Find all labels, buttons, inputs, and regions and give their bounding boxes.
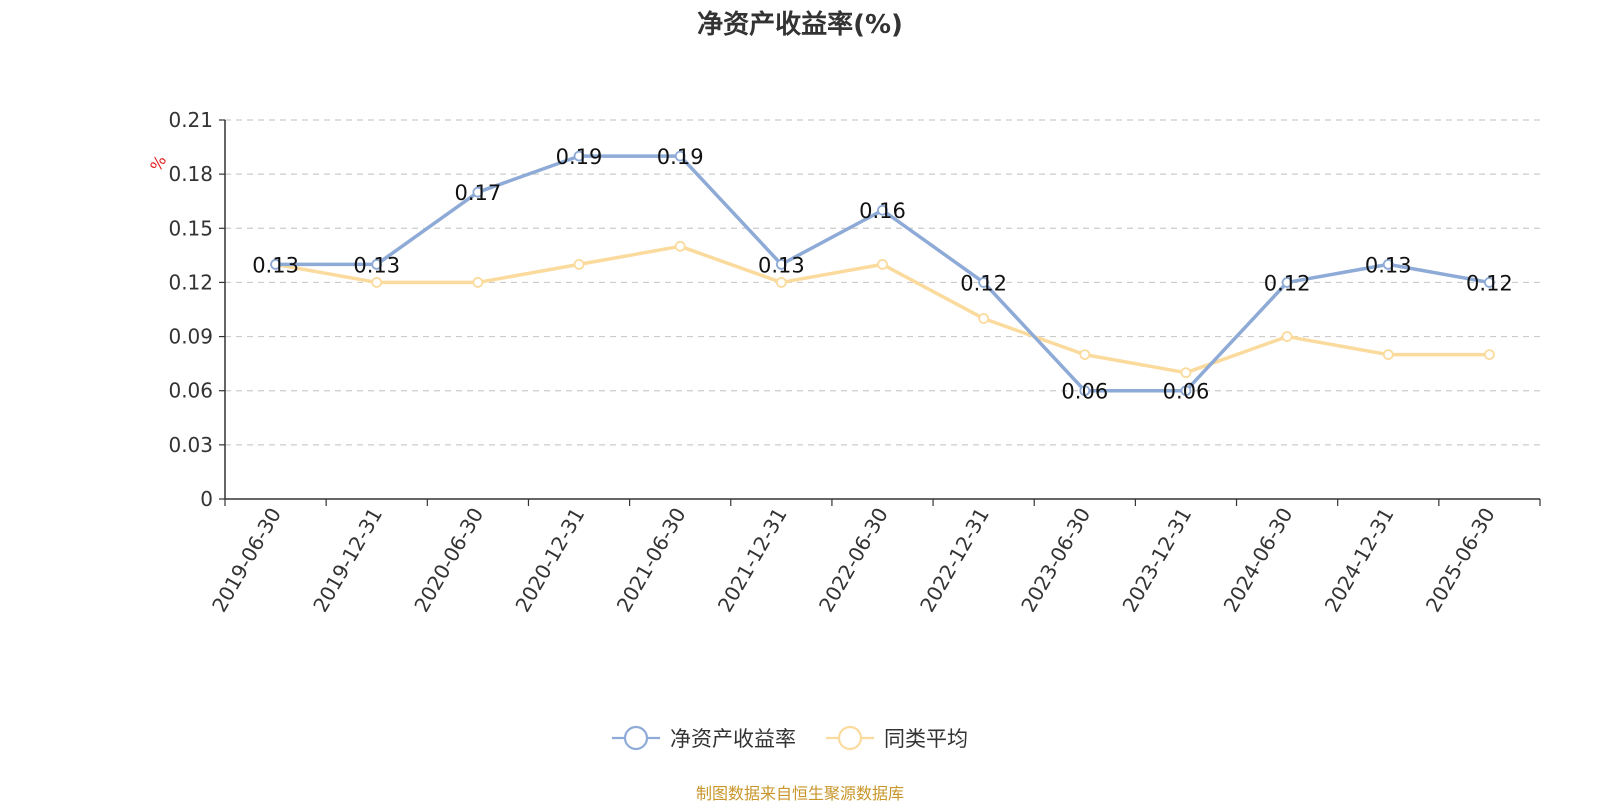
data-label: 0.19: [556, 145, 603, 169]
data-label: 0.16: [859, 199, 906, 223]
x-tick-label: 2022-06-30: [814, 504, 893, 617]
axes: 0 0.03 0.06 0.09 0.12 0.15 0.18 0.21 2019-06-30 2…: [168, 108, 1541, 617]
data-point: [775, 258, 787, 270]
x-tick-label: 2025-06-30: [1421, 504, 1500, 617]
x-tick-label: 2021-06-30: [612, 504, 691, 617]
data-labels: 0.13 0.13 0.17 0.19 0.19 0.13 0.16 0.12 0.06 0.06…: [252, 145, 1513, 404]
y-tick-label: 0: [200, 487, 213, 511]
data-label: 0.17: [455, 181, 502, 205]
x-tick-label: 2020-12-31: [510, 504, 589, 617]
y-axis-unit-label: %: [146, 152, 170, 175]
y-tick-label: 0.15: [168, 216, 213, 240]
legend-label: 净资产收益率: [670, 727, 796, 751]
x-tick-label: 2023-06-30: [1016, 504, 1095, 617]
data-point: [472, 277, 484, 288]
data-point: [978, 313, 990, 324]
data-label: 0.12: [1466, 271, 1513, 295]
legend-item[interactable]: 同类平均: [826, 725, 968, 751]
y-tick-label: 0.09: [168, 325, 213, 349]
data-point: [270, 258, 281, 270]
x-tick-label: 2020-06-30: [409, 504, 488, 617]
legend[interactable]: 净资产收益率 同类平均: [612, 725, 968, 751]
y-tick-label: 0.18: [168, 162, 213, 186]
legend-item[interactable]: 净资产收益率: [612, 725, 796, 751]
data-point: [573, 150, 585, 162]
data-point: [371, 258, 383, 270]
data-point: [1079, 349, 1091, 361]
source-note: 制图数据来自恒生聚源数据库: [695, 784, 904, 803]
data-label: 0.13: [252, 253, 299, 277]
data-label: 0.19: [657, 145, 704, 169]
data-label: 0.13: [353, 253, 400, 277]
y-tick-label: 0.06: [168, 379, 213, 403]
data-label: 0.12: [960, 271, 1007, 295]
data-label: 0.13: [1365, 253, 1412, 277]
data-label: 0.13: [758, 253, 805, 277]
data-label: 0.06: [1061, 380, 1108, 404]
data-label: 0.06: [1163, 380, 1210, 404]
x-tick-label: 2022-12-31: [915, 503, 994, 616]
x-tick-label: 2019-06-30: [207, 504, 286, 617]
data-point: [877, 204, 888, 216]
legend-label: 同类平均: [884, 727, 968, 751]
y-tick-label: 0.03: [168, 433, 213, 457]
x-tick-label: 2021-12-31: [713, 504, 792, 617]
data-point: [674, 150, 686, 162]
y-tick-label: 0.12: [168, 270, 213, 294]
chart-title: 净资产收益率(%): [697, 10, 903, 40]
legend-swatch-marker: [623, 725, 649, 751]
x-tick-label: 2024-12-31: [1320, 504, 1399, 617]
data-point: [877, 258, 888, 270]
data-label: 0.12: [1264, 271, 1311, 295]
data-point: [775, 277, 787, 288]
series-lines: [270, 150, 1495, 397]
data-point: [1484, 277, 1495, 288]
data-point: [1382, 349, 1394, 361]
data-point: [978, 277, 990, 288]
data-point: [1281, 331, 1293, 342]
legend-swatch-marker: [837, 725, 863, 751]
y-tick-label: 0.21: [168, 108, 213, 132]
data-point: [1180, 385, 1192, 397]
x-tick-label: 2019-12-31: [308, 504, 387, 617]
data-point: [1180, 367, 1192, 379]
x-tick-label: 2023-12-31: [1117, 504, 1196, 617]
data-point: [1281, 277, 1293, 288]
data-point: [1382, 258, 1394, 270]
data-point: [674, 240, 686, 252]
x-tick-label: 2024-06-30: [1219, 504, 1298, 617]
data-point: [573, 258, 585, 270]
data-point: [371, 277, 383, 288]
data-point: [1484, 349, 1495, 361]
data-point: [1079, 385, 1091, 397]
data-point: [472, 186, 484, 198]
